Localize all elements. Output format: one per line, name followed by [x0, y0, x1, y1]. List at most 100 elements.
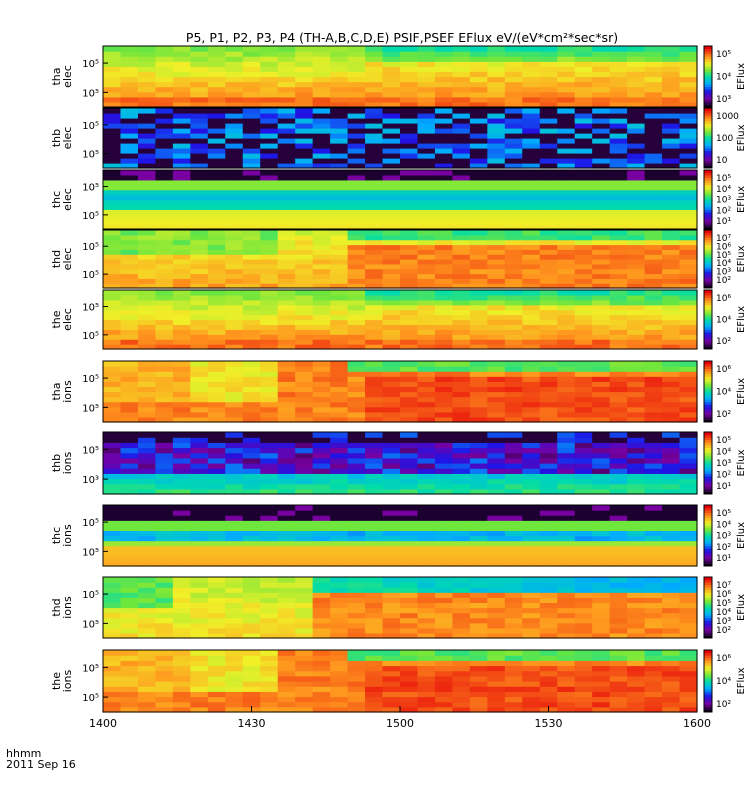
- colorbar-segment: [704, 244, 712, 248]
- spectrogram-cell: [312, 555, 331, 562]
- spectrogram-cell: [225, 138, 244, 144]
- spectrogram-cell: [487, 416, 506, 423]
- spectrogram-cell: [277, 224, 296, 230]
- colorbar-segment: [704, 143, 712, 146]
- spectrogram-cell: [469, 230, 488, 236]
- spectrogram-cell: [330, 234, 349, 241]
- y-tick-label: 10⁵: [82, 121, 99, 132]
- spectrogram-cell: [190, 560, 209, 567]
- spectrogram-cell: [155, 56, 174, 62]
- spectrogram-cell: [469, 520, 488, 526]
- spectrogram-cell: [382, 525, 401, 532]
- spectrogram-cell: [172, 401, 191, 408]
- spectrogram-cell: [347, 314, 366, 321]
- spectrogram-cell: [225, 128, 244, 134]
- spectrogram-cell: [137, 520, 157, 526]
- spectrogram-cell: [452, 371, 471, 377]
- spectrogram-cell: [190, 224, 209, 230]
- spectrogram-cell: [557, 214, 576, 220]
- spectrogram-cell: [347, 555, 366, 562]
- spectrogram-cell: [382, 361, 401, 367]
- colorbar-tick-label: 10⁴: [716, 259, 731, 269]
- spectrogram-cell: [382, 622, 401, 629]
- spectrogram-cell: [312, 66, 331, 73]
- colorbar-segment: [704, 434, 712, 438]
- spectrogram-cell: [120, 706, 139, 713]
- spectrogram-cell: [207, 184, 226, 191]
- spectrogram-cell: [190, 239, 209, 246]
- spectrogram-cell: [627, 194, 646, 201]
- spectrogram-cell: [417, 701, 436, 708]
- spectrogram-cell: [644, 396, 663, 403]
- colorbar-segment: [704, 275, 712, 279]
- spectrogram-cell: [522, 632, 541, 639]
- spectrogram-cell: [609, 319, 628, 326]
- spectrogram-cell: [452, 483, 471, 490]
- spectrogram-cell: [330, 194, 349, 201]
- spectrogram-cell: [434, 437, 454, 443]
- spectrogram-cell: [644, 468, 663, 474]
- spectrogram-cell: [679, 143, 698, 149]
- spectrogram-cell: [609, 118, 628, 124]
- panel-ylabel: ions: [61, 669, 74, 692]
- spectrogram-cell: [312, 473, 331, 480]
- spectrogram-cell: [295, 478, 314, 485]
- spectrogram-cell: [347, 366, 366, 372]
- spectrogram-cell: [242, 691, 261, 698]
- spectrogram-cell: [487, 239, 506, 246]
- spectrogram-cell: [330, 81, 349, 88]
- colorbar-label: EFlux: [736, 186, 747, 213]
- spectrogram-cell: [382, 612, 401, 619]
- spectrogram-cell: [504, 101, 523, 108]
- spectrogram-cell: [365, 442, 384, 449]
- spectrogram-cell: [557, 650, 576, 656]
- spectrogram-cell: [277, 194, 296, 201]
- spectrogram-cell: [679, 263, 698, 270]
- spectrogram-cell: [679, 411, 698, 418]
- spectrogram-cell: [434, 442, 454, 449]
- spectrogram-cell: [312, 463, 331, 469]
- spectrogram-cell: [662, 170, 681, 176]
- spectrogram-cell: [574, 314, 593, 321]
- spectrogram-cell: [295, 447, 314, 454]
- spectrogram-cell: [172, 199, 191, 206]
- spectrogram-cell: [312, 101, 331, 108]
- spectrogram-cell: [365, 686, 384, 692]
- spectrogram-cell: [260, 401, 279, 408]
- spectrogram-cell: [382, 273, 401, 279]
- spectrogram-cell: [434, 189, 454, 196]
- spectrogram-cell: [522, 675, 541, 682]
- spectrogram-cell: [452, 550, 471, 557]
- spectrogram-cell: [137, 91, 157, 98]
- spectrogram-cell: [330, 483, 349, 490]
- spectrogram-cell: [609, 587, 628, 593]
- spectrogram-cell: [469, 483, 488, 490]
- spectrogram-cell: [260, 133, 279, 139]
- spectrogram-cell: [330, 230, 349, 236]
- colorbar-tick-label: 10²: [716, 626, 731, 636]
- spectrogram-cell: [312, 505, 331, 511]
- spectrogram-cell: [347, 294, 366, 301]
- spectrogram-cell: [400, 153, 419, 159]
- spectrogram-cell: [137, 209, 157, 215]
- spectrogram-cell: [347, 209, 366, 215]
- spectrogram-cell: [644, 239, 663, 246]
- spectrogram-cell: [260, 179, 279, 186]
- colorbar-segment: [704, 543, 712, 547]
- x-tick-label: 1430: [238, 717, 266, 730]
- spectrogram-cell: [487, 396, 506, 403]
- spectrogram-cell: [103, 259, 122, 265]
- spectrogram-cell: [592, 118, 611, 124]
- panel-ylabel: elec: [61, 65, 74, 88]
- spectrogram-cell: [557, 632, 576, 639]
- spectrogram-cell: [155, 249, 174, 255]
- spectrogram-cell: [277, 158, 296, 164]
- spectrogram-cell: [330, 452, 349, 459]
- spectrogram-cell: [172, 577, 191, 583]
- spectrogram-cell: [662, 691, 681, 698]
- spectrogram-cell: [242, 278, 261, 284]
- spectrogram-cell: [400, 607, 419, 614]
- spectrogram-cell: [679, 158, 698, 164]
- spectrogram-cell: [137, 555, 157, 562]
- colorbar-tick-label: 10²: [716, 471, 731, 481]
